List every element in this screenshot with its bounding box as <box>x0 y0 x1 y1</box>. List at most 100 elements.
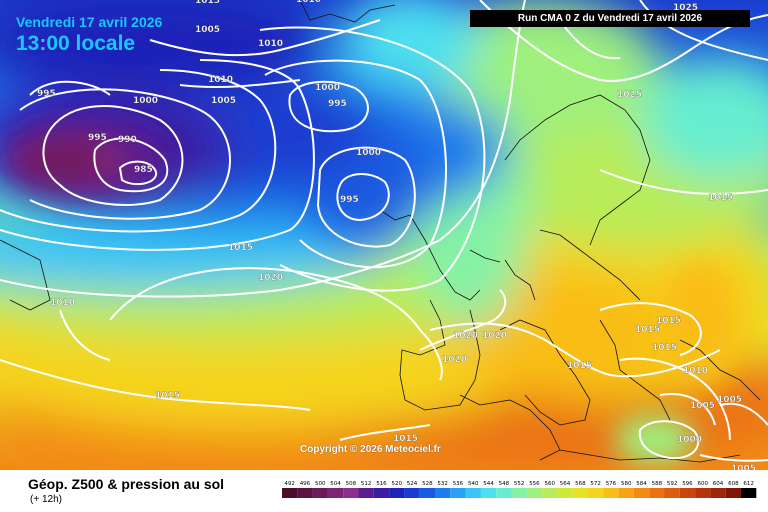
legend-swatch <box>557 488 573 498</box>
legend-swatch <box>725 488 741 498</box>
isobar-1025 <box>479 0 768 82</box>
legend-swatch <box>664 488 680 498</box>
isobar-label: 1015 <box>656 316 681 326</box>
legend-swatch <box>603 488 619 498</box>
legend-label: 500 <box>315 481 326 487</box>
map-title: Géop. Z500 & pression au sol <box>28 476 225 492</box>
legend-label: 580 <box>621 481 632 487</box>
legend-label: 492 <box>284 481 295 487</box>
legend-label: 588 <box>652 481 663 487</box>
legend-label: 520 <box>392 481 403 487</box>
legend-swatch <box>389 488 405 498</box>
isobar-label: 995 <box>37 89 56 99</box>
run-info: Run CMA 0 Z du Vendredi 17 avril 2026 <box>470 10 750 27</box>
isobar-1015-it <box>599 302 702 356</box>
isobar-990 <box>93 137 169 193</box>
isobar-985 <box>118 160 158 186</box>
legend-swatch <box>465 488 481 498</box>
isobar-label: 1015 <box>567 361 592 371</box>
isobar-label: 1020 <box>453 331 478 341</box>
isobar-label: 1015 <box>708 193 733 203</box>
legend-swatch <box>343 488 359 498</box>
legend-swatch <box>450 488 466 498</box>
isobar-1010-north <box>149 19 381 57</box>
legend-label: 556 <box>529 481 540 487</box>
isobar-1015-east <box>599 169 768 195</box>
isobar-label: 1015 <box>155 391 180 401</box>
forecast-map: 995 1000 995 990 985 1005 1010 1005 1010… <box>0 0 768 470</box>
legend-label: 584 <box>636 481 647 487</box>
isobar-1010-west <box>0 59 315 251</box>
legend-swatch <box>649 488 665 498</box>
legend-label: 540 <box>468 481 479 487</box>
forecast-offset: (+ 12h) <box>30 494 62 505</box>
isobar-1005-big <box>264 59 448 269</box>
legend-label: 536 <box>453 481 464 487</box>
legend-swatch <box>297 488 313 498</box>
legend-label: 528 <box>422 481 433 487</box>
isobar-label: 1020 <box>442 355 467 365</box>
isobar-label: 1015 <box>393 434 418 444</box>
legend-label: 532 <box>437 481 448 487</box>
legend-label: 608 <box>728 481 739 487</box>
legend-label: 508 <box>346 481 357 487</box>
legend-label: 564 <box>560 481 571 487</box>
isobar-1010-big <box>259 26 486 292</box>
legend-label: 600 <box>698 481 709 487</box>
legend-label: 568 <box>575 481 586 487</box>
isobar-label: 1010 <box>258 39 283 49</box>
isobar-995b <box>29 80 111 96</box>
isobar-label: 1005 <box>195 25 220 35</box>
isobar-1000-ice <box>288 80 369 133</box>
legend-label: 572 <box>590 481 601 487</box>
isobar-label: 1010 <box>296 0 321 5</box>
legend-swatch <box>526 488 543 498</box>
isobar-label: 1010 <box>50 298 75 308</box>
isobar-label: 1025 <box>673 3 698 13</box>
isobar-label: 1005 <box>731 464 756 470</box>
isobar-1000 <box>19 88 231 220</box>
isobar-label: 990 <box>118 135 137 145</box>
legend-label: 496 <box>300 481 311 487</box>
legend-label: 612 <box>743 481 754 487</box>
legend-label: 604 <box>713 481 724 487</box>
isobar-1005-e <box>659 393 716 426</box>
isobar-1010-e <box>619 357 731 441</box>
isobar-label: 995 <box>328 99 347 109</box>
legend-swatch <box>282 488 298 498</box>
legend-swatch <box>435 488 451 498</box>
legend-swatch <box>327 488 344 498</box>
legend-swatch <box>404 488 420 498</box>
isobar-label: 1000 <box>133 96 158 106</box>
isobar-label: 995 <box>340 195 359 205</box>
legend-label: 544 <box>483 481 494 487</box>
isobar-1000-gr <box>638 420 700 460</box>
legend-label: 592 <box>667 481 678 487</box>
isobar-label: 1000 <box>356 148 381 158</box>
legend-label: 596 <box>682 481 693 487</box>
isobar-995-scot <box>336 173 390 222</box>
legend-swatch <box>618 488 634 498</box>
isobars <box>0 0 768 461</box>
forecast-local-time: 13:00 locale <box>16 32 136 55</box>
legend-swatch <box>572 488 588 498</box>
legend-label: 552 <box>514 481 525 487</box>
legend-swatch <box>358 488 374 498</box>
legend-label: 504 <box>330 481 341 487</box>
isobar-1025b <box>559 19 621 60</box>
legend-swatch <box>373 488 390 498</box>
isobar-1005-se <box>699 454 768 462</box>
legend-swatch <box>419 488 435 498</box>
isobar-1015-south <box>0 359 311 411</box>
isobar-label: 1005 <box>211 96 236 106</box>
isobar-label: 1025 <box>617 90 642 100</box>
isobar-1015-mid <box>429 322 721 378</box>
isobar-label: 1010 <box>683 366 708 376</box>
legend-label: 548 <box>499 481 510 487</box>
legend-label: 512 <box>361 481 372 487</box>
forecast-date: Vendredi 17 avril 2026 <box>16 14 163 30</box>
legend-swatch <box>633 488 650 498</box>
isobar-1005-e2 <box>719 402 768 426</box>
coastlines <box>0 0 761 463</box>
isobar-label: 1005 <box>690 401 715 411</box>
